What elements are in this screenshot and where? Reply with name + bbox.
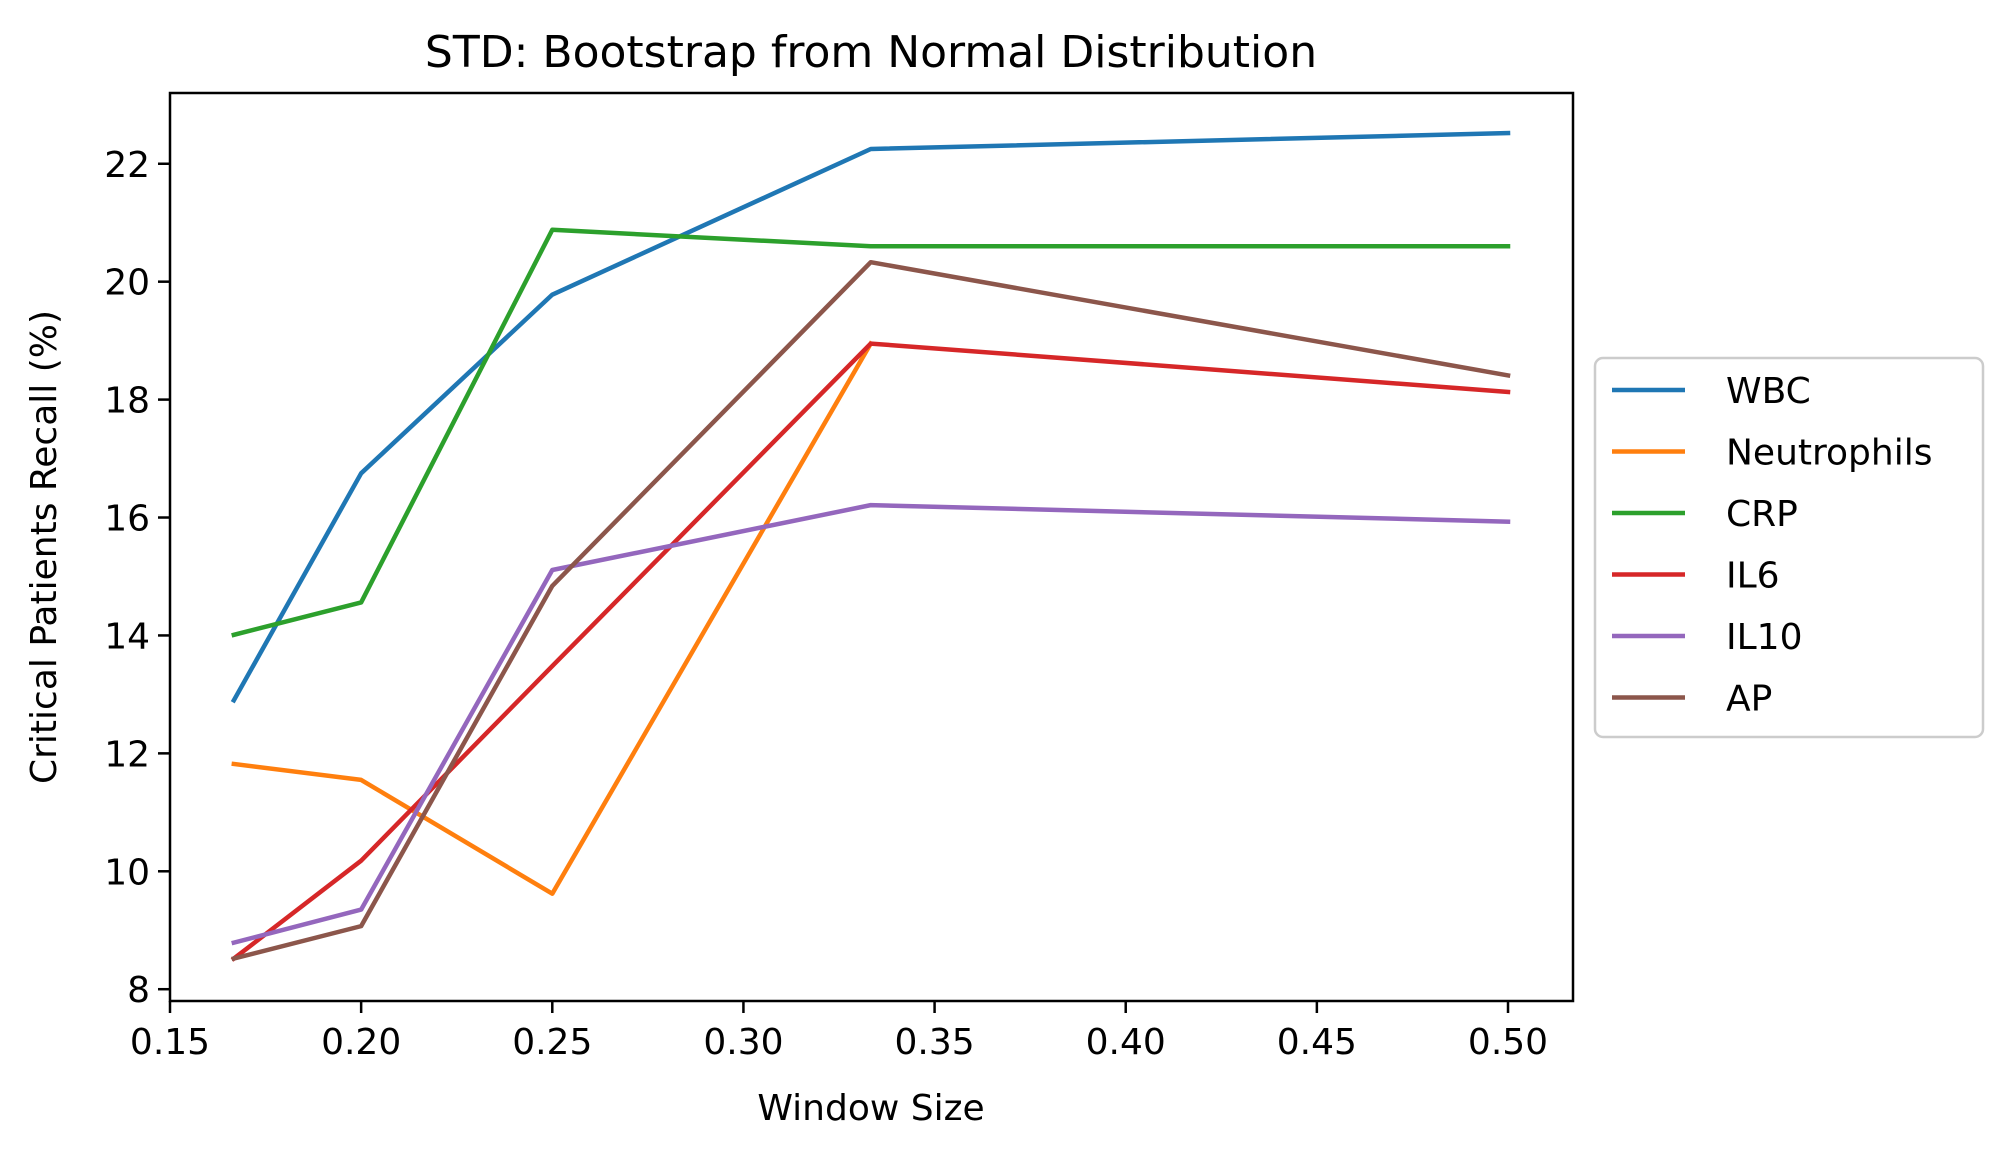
series-line-crp bbox=[231, 227, 1511, 638]
y-tick-label: 14 bbox=[104, 616, 150, 657]
legend: WBC Neutrophils CRP IL6 IL10 AP bbox=[1593, 356, 1985, 739]
y-tick-label: 16 bbox=[104, 499, 150, 540]
y-tick-label: 12 bbox=[104, 734, 150, 775]
chart-title: STD: Bootstrap from Normal Distribution bbox=[425, 27, 1317, 78]
x-tick-label: 0.35 bbox=[894, 1022, 974, 1063]
x-tick-label: 0.50 bbox=[1468, 1022, 1548, 1063]
x-tick-label: 0.30 bbox=[703, 1022, 783, 1063]
legend-label-wbc: WBC bbox=[1726, 371, 1811, 412]
y-tick-label: 20 bbox=[104, 263, 150, 304]
plot-lines bbox=[230, 130, 1511, 962]
legend-label-ap: AP bbox=[1726, 679, 1772, 720]
y-tick-label: 8 bbox=[127, 970, 150, 1011]
series-line-neutrophils bbox=[231, 340, 874, 896]
x-tick-label: 0.25 bbox=[512, 1022, 592, 1063]
x-tick-label: 0.15 bbox=[130, 1022, 210, 1063]
x-axis-ticks: 0.15 0.20 0.25 0.30 0.35 0.40 0.45 0.50 bbox=[130, 1001, 1548, 1063]
plot-frame bbox=[168, 91, 1575, 1003]
y-tick-label: 22 bbox=[104, 145, 150, 186]
legend-label-crp: CRP bbox=[1726, 494, 1798, 535]
series-line-il6 bbox=[230, 341, 1511, 962]
x-tick-label: 0.20 bbox=[321, 1022, 401, 1063]
y-tick-label: 10 bbox=[104, 852, 150, 893]
legend-frame bbox=[1593, 356, 1985, 739]
legend-label-neutrophils: Neutrophils bbox=[1726, 433, 1932, 474]
legend-label-il6: IL6 bbox=[1726, 556, 1780, 597]
legend-label-il10: IL10 bbox=[1726, 617, 1802, 658]
x-tick-label: 0.40 bbox=[1086, 1022, 1166, 1063]
series-line-il10 bbox=[231, 502, 1511, 946]
series-line-wbc bbox=[230, 130, 1511, 704]
series-line-ap bbox=[231, 259, 1511, 962]
y-axis-ticks: 8 10 12 14 16 18 20 22 bbox=[104, 145, 170, 1011]
y-axis-title: Critical Patients Recall (%) bbox=[24, 310, 65, 784]
x-axis-title: Window Size bbox=[757, 1088, 984, 1129]
y-tick-label: 18 bbox=[104, 381, 150, 422]
x-tick-label: 0.45 bbox=[1277, 1022, 1357, 1063]
